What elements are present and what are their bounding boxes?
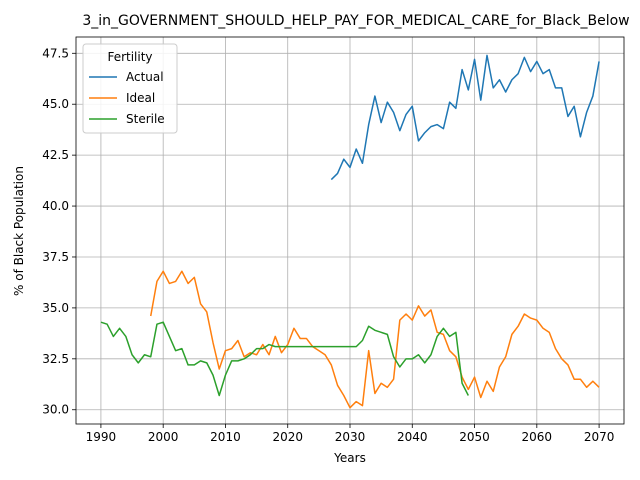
y-tick-label: 32.5	[42, 352, 69, 366]
legend-box	[82, 43, 178, 134]
y-tick-label: 30.0	[42, 403, 69, 417]
chart-title: 3_in_GOVERNMENT_SHOULD_HELP_PAY_FOR_MEDI…	[82, 13, 629, 29]
legend-label-ideal: Ideal	[126, 91, 155, 105]
y-tick-label: 45.0	[42, 97, 69, 111]
series-line-ideal	[149, 270, 600, 409]
x-tick-label: 2010	[210, 430, 241, 444]
x-axis: 1990 2000 2010 2020 2030 2040 2050 2060 2070	[86, 424, 615, 444]
x-tick-label: 1990	[86, 430, 117, 444]
y-tick-label: 35.0	[42, 301, 69, 315]
x-tick-label: 2050	[459, 430, 490, 444]
x-tick-label: 2000	[148, 430, 179, 444]
series-layer	[100, 54, 600, 409]
legend: Fertility Actual Ideal Sterile	[82, 43, 178, 134]
x-tick-label: 2020	[272, 430, 303, 444]
grid	[76, 37, 624, 424]
x-tick-label: 2030	[335, 430, 366, 444]
y-tick-label: 37.5	[42, 250, 69, 264]
y-axis-label: % of Black Population	[12, 166, 26, 296]
x-tick-label: 2040	[397, 430, 428, 444]
y-tick-label: 42.5	[42, 148, 69, 162]
y-axis: 30.0 32.5 35.0 37.5 40.0 42.5 45.0 47.5	[42, 46, 76, 417]
series-line-sterile	[100, 321, 469, 397]
x-axis-label: Years	[333, 451, 366, 465]
series-line-actual	[330, 54, 600, 181]
y-tick-label: 40.0	[42, 199, 69, 213]
legend-label-sterile: Sterile	[126, 112, 165, 126]
legend-label-actual: Actual	[126, 70, 164, 84]
y-tick-label: 47.5	[42, 46, 69, 60]
x-tick-label: 2070	[584, 430, 615, 444]
legend-title: Fertility	[107, 50, 152, 64]
x-tick-label: 2060	[522, 430, 553, 444]
